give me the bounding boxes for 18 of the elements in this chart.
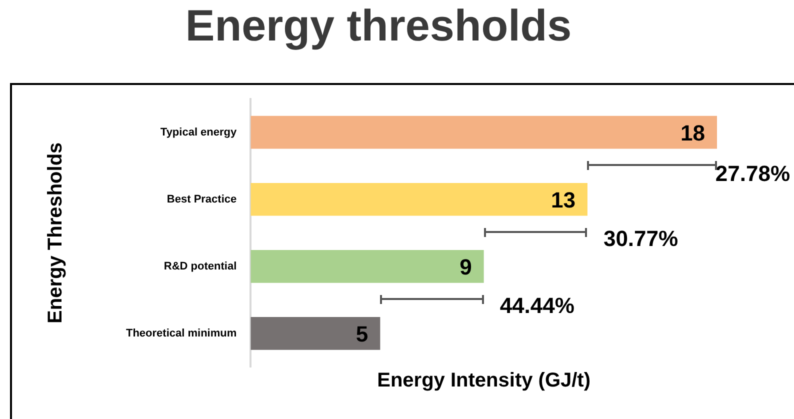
data-label: 18 bbox=[680, 120, 705, 146]
data-label: 9 bbox=[460, 254, 472, 280]
bar bbox=[250, 250, 484, 283]
bar bbox=[250, 317, 380, 350]
annotation: 30.77% bbox=[603, 226, 678, 251]
chart-title: Energy thresholds bbox=[185, 2, 572, 51]
y-axis-title: Energy Thresholds bbox=[44, 142, 67, 324]
bar bbox=[250, 182, 588, 216]
annotation: 44.44% bbox=[500, 293, 574, 318]
data-label: 5 bbox=[356, 322, 368, 347]
y-tick-label: Best Practice bbox=[166, 193, 237, 206]
y-tick-label: Typical energy bbox=[160, 126, 238, 138]
y-tick-label: R&D potential bbox=[164, 260, 237, 272]
annotation: 27.78% bbox=[715, 160, 790, 186]
x-axis-title: Energy Intensity (GJ/t) bbox=[377, 370, 591, 392]
y-tick-label: Theoretical minimum bbox=[126, 328, 237, 340]
bar bbox=[250, 116, 717, 149]
data-label: 13 bbox=[550, 187, 576, 212]
